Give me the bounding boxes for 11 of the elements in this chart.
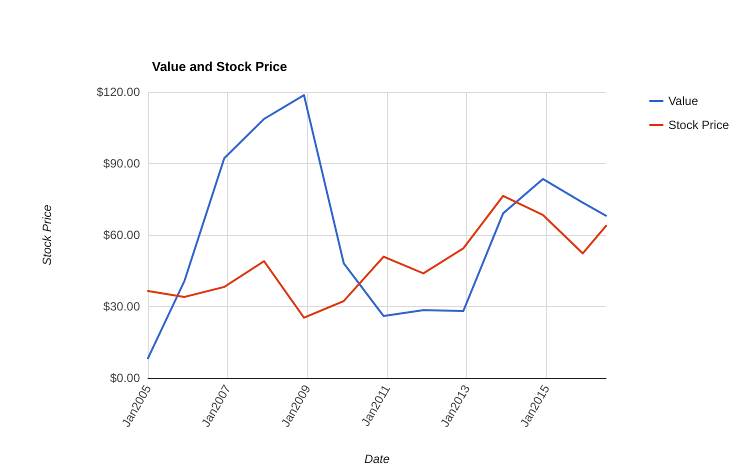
legend-label: Stock Price xyxy=(668,118,730,132)
y-tick-label: $60.00 xyxy=(103,228,140,242)
y-tick-label: $120.00 xyxy=(96,85,140,99)
legend-label: Value xyxy=(668,94,698,108)
y-tick-label: $0.00 xyxy=(110,371,140,385)
y-tick-label: $30.00 xyxy=(103,300,140,314)
y-axis-title: Stock Price xyxy=(40,204,54,266)
line-series xyxy=(147,194,607,319)
chart-title: Value and Stock Price xyxy=(152,59,288,74)
y-tick-label: $90.00 xyxy=(103,156,140,170)
x-axis-title: Date xyxy=(364,452,390,466)
